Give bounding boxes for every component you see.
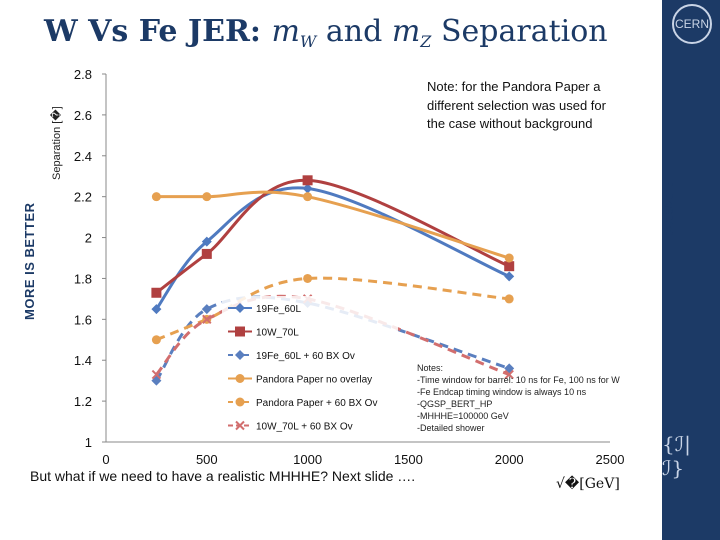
legend-label: 19Fe_60L [256, 304, 301, 315]
data-point [151, 192, 161, 202]
data-point [302, 175, 313, 186]
y-tick-label: 2.8 [74, 67, 92, 82]
cern-logo-text: CERN [674, 17, 709, 31]
data-point [303, 192, 313, 202]
title-suffix: Separation [431, 14, 608, 49]
data-point [201, 248, 212, 259]
x-tick-label: 1500 [394, 452, 423, 467]
data-point [235, 374, 245, 383]
data-point [235, 420, 245, 431]
legend-box [222, 296, 398, 436]
data-point [151, 287, 162, 298]
x-tick-label: 0 [102, 452, 109, 467]
series-line [155, 186, 510, 311]
x-tick-label: 1000 [293, 452, 322, 467]
series-group [151, 175, 515, 298]
series-line [155, 276, 510, 342]
data-point [504, 261, 515, 272]
y-tick-label: 2 [85, 231, 92, 246]
y-tick-label: 2.6 [74, 108, 92, 123]
x-tick-label: 2000 [495, 452, 524, 467]
chart-ticks: 1 1.2 1.4 1.6 1.8 2 2.2 2.4 2.6 2.8 0 500 1000 1500 20… [74, 67, 625, 467]
title-mz-sub: Z [420, 32, 432, 51]
slide-title: W Vs Fe JER: mW and mZ Separation [44, 14, 608, 51]
chart-legend: 19Fe_60L 10W_70L 19Fe_60L + 60 BX Ov Pandor… [222, 296, 398, 436]
notes-title: Notes: [417, 363, 444, 373]
title-mw: m [271, 14, 300, 49]
data-point [201, 236, 212, 247]
pandora-note: Note: for the Pandora Paper a different … [427, 79, 606, 131]
data-point [303, 273, 313, 283]
data-point [504, 369, 514, 380]
data-point [302, 183, 313, 194]
series-line [155, 178, 510, 294]
data-point [504, 294, 514, 304]
notes-line: -Fe Endcap timing window is always 10 ns [417, 387, 587, 397]
data-point [202, 192, 212, 202]
chart-axes [105, 74, 610, 443]
data-point [235, 397, 245, 407]
legend-label: 10W_70L + 60 BX Ov [256, 422, 353, 433]
x-tick-label: 500 [196, 452, 218, 467]
brace-icon: {ℐ|ℐ} [662, 432, 691, 480]
y-tick-label: 1.8 [74, 271, 92, 286]
notes-box: Notes: -Time window for barrel: 10 ns fo… [417, 362, 657, 434]
legend-label: Pandora Paper + 60 BX Ov [256, 398, 377, 409]
title-and: and [316, 14, 392, 49]
data-point [151, 369, 162, 380]
notes-line: -QGSP_BERT_HP [417, 399, 493, 409]
bottom-question: But what if we need to have a realistic … [30, 468, 416, 484]
y-tick-label: 1.6 [74, 312, 92, 327]
cern-logo: CERN [672, 4, 712, 44]
data-point [504, 253, 514, 263]
data-point [235, 326, 245, 337]
data-point [235, 303, 245, 313]
x-axis-unit: √�[GeV] [556, 476, 620, 492]
data-point [151, 304, 162, 315]
legend-label: 10W_70L [256, 328, 299, 339]
data-point [202, 314, 212, 325]
data-point [151, 335, 161, 345]
data-point [201, 304, 212, 315]
series-group [151, 190, 514, 263]
notes-line: -Time window for barrel: 10 ns for Fe, 1… [417, 375, 620, 385]
y-tick-label: 1.4 [74, 353, 92, 368]
series-line [156, 190, 510, 260]
x-tick-label: 2500 [596, 452, 625, 467]
y-tick-label: 2.4 [74, 149, 92, 164]
data-point [235, 350, 245, 360]
title-mw-sub: W [299, 32, 317, 51]
y-tick-label: 1.2 [74, 394, 92, 409]
y-tick-label: 2.2 [74, 190, 92, 205]
title-prefix: W Vs Fe JER: [44, 14, 272, 49]
y-tick-label: 1 [85, 435, 92, 450]
legend-label: 19Fe_60L + 60 BX Ov [256, 351, 355, 362]
legend-label: Pandora Paper no overlay [256, 375, 372, 386]
data-point [504, 271, 515, 282]
notes-line: -Detailed shower [417, 423, 485, 433]
title-mz: m [391, 14, 421, 49]
notes-line: -MHHHE=100000 GeV [417, 411, 509, 421]
slide-sidebar: CERN {ℐ|ℐ} [662, 0, 720, 540]
